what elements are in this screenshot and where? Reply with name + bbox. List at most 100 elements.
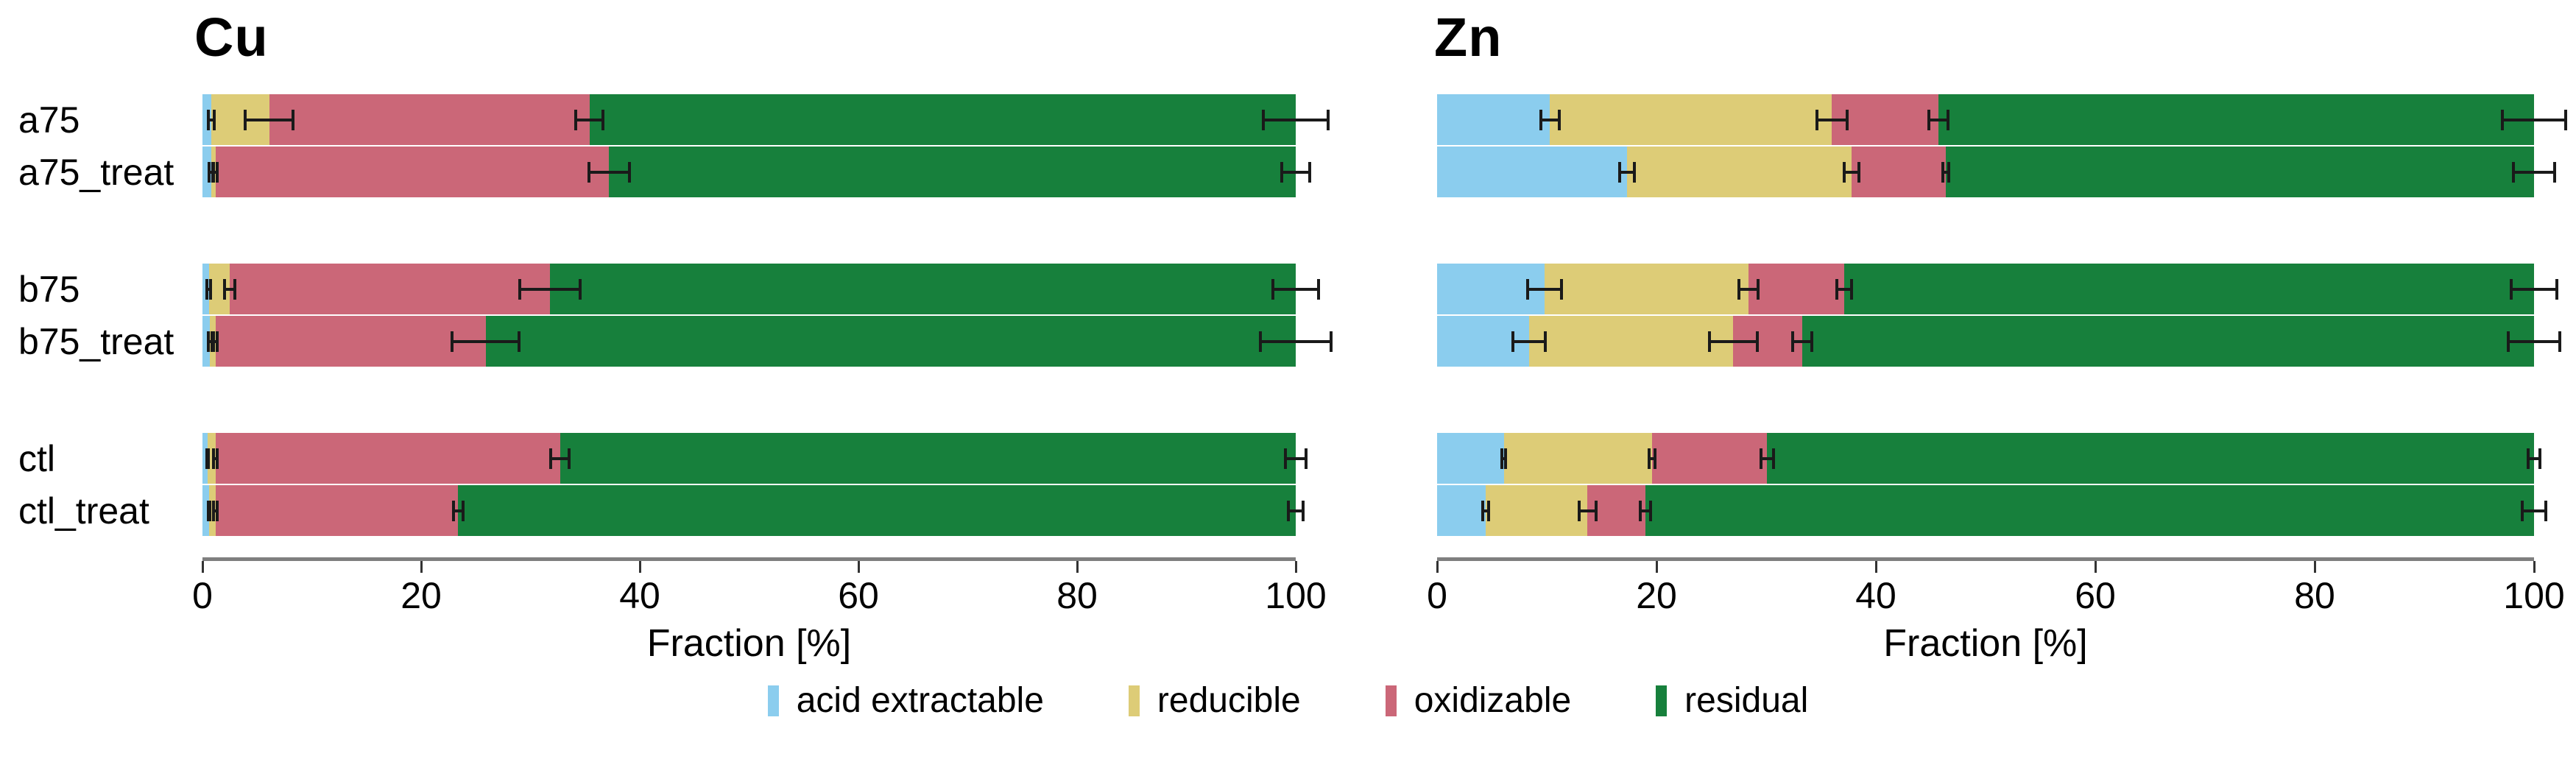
error-bar-line — [451, 509, 465, 512]
x-axis-tick-label: 80 — [1056, 575, 1098, 616]
error-bar-cap-left — [2526, 448, 2530, 469]
error-bar-cap-right — [216, 500, 219, 521]
error-bar-line — [1941, 170, 1951, 174]
error-bar-line — [2526, 456, 2542, 460]
error-bar-cap-right — [1327, 109, 1330, 130]
legend-item: reducible — [1128, 683, 1301, 719]
bar-segment-oxidizable — [215, 147, 610, 197]
error-bar-cap-left — [518, 278, 522, 300]
error-bar-line — [1271, 287, 1320, 291]
error-bar — [1287, 500, 1305, 521]
error-bar-cap-right — [216, 161, 219, 183]
error-bar-cap-right — [233, 278, 237, 300]
bar-row — [202, 147, 1311, 197]
error-bar-cap-left — [1835, 278, 1838, 300]
error-bar-cap-left — [1760, 448, 1763, 469]
error-bar-line — [1737, 287, 1760, 291]
bar-segments — [202, 485, 1296, 536]
error-bar-cap-left — [1639, 500, 1642, 521]
bar-segment-residual — [1843, 264, 2534, 314]
legend-swatch — [767, 685, 779, 716]
error-bar-line — [1258, 339, 1333, 343]
error-bar — [244, 109, 294, 130]
bar-segments — [202, 316, 1296, 367]
error-bar — [1639, 500, 1653, 521]
error-bar — [2526, 448, 2542, 469]
error-bar-cap-right — [291, 109, 294, 130]
error-bar-cap-left — [1708, 331, 1712, 352]
error-bar-line — [208, 170, 215, 174]
error-bar — [1539, 109, 1562, 130]
error-bar-cap-left — [223, 278, 227, 300]
legend-item: residual — [1656, 683, 1808, 719]
error-bar — [1927, 109, 1949, 130]
error-bar-cap-right — [1486, 500, 1490, 521]
error-bar-cap-left — [2512, 161, 2516, 183]
bar-segment-residual — [550, 264, 1296, 314]
error-bar-cap-left — [205, 278, 209, 300]
bar-segment-oxidizable — [215, 485, 459, 536]
error-bar — [1617, 161, 1636, 183]
error-bar — [1708, 331, 1759, 352]
error-bar-line — [518, 287, 582, 291]
error-bar — [206, 331, 214, 352]
bar-row — [1437, 485, 2547, 536]
bar-row — [1437, 147, 2556, 197]
error-bar — [451, 500, 465, 521]
error-bar — [1941, 161, 1951, 183]
error-bar-cap-right — [1560, 278, 1564, 300]
error-bar-cap-right — [210, 331, 214, 352]
x-axis-tick — [2533, 561, 2536, 573]
error-bar-cap-right — [2558, 331, 2562, 352]
error-bar-cap-left — [1271, 278, 1275, 300]
error-bar-cap-left — [208, 161, 211, 183]
error-bar-line — [1835, 287, 1853, 291]
bar-segment-oxidizable — [269, 94, 590, 145]
legend-item: acid extractable — [767, 681, 1044, 720]
bar-segment-residual — [589, 94, 1296, 145]
error-bar — [1843, 161, 1861, 183]
x-axis-tick-label: 40 — [1855, 575, 1896, 616]
legend-swatch — [1385, 685, 1397, 716]
error-bar-cap-left — [1941, 161, 1945, 183]
legend: acid extractable reducible oxidizable resid… — [0, 683, 2576, 719]
error-bar — [206, 500, 211, 521]
error-bar-cap-right — [216, 331, 219, 352]
bar-segment-residual — [1802, 316, 2534, 367]
error-bar-line — [574, 118, 605, 121]
error-bar-cap-left — [1927, 109, 1931, 130]
x-axis-tick-label: 100 — [1265, 575, 1327, 616]
error-bar — [1481, 500, 1490, 521]
legend-label: acid extractable — [796, 681, 1044, 720]
error-bar — [223, 278, 237, 300]
x-axis-tick — [2094, 561, 2097, 573]
error-bar-cap-right — [1857, 161, 1861, 183]
error-bar-cap-right — [2555, 278, 2558, 300]
x-axis-title: Fraction [%] — [1883, 622, 2088, 665]
error-bar-cap-left — [1511, 331, 1515, 352]
legend-swatch — [1128, 685, 1140, 716]
bar-segments — [202, 147, 1296, 197]
error-bar-cap-left — [1500, 448, 1504, 469]
bar-segment-residual — [485, 316, 1296, 367]
bar-segments — [1437, 316, 2534, 367]
error-bar-line — [212, 170, 219, 174]
error-bar-cap-right — [1316, 278, 1320, 300]
error-bar-cap-right — [1543, 331, 1547, 352]
x-axis-tick-label: 0 — [192, 575, 213, 616]
chart-title-cu: Cu — [194, 7, 269, 68]
error-bar-line — [223, 287, 237, 291]
error-bar-line — [205, 287, 213, 291]
error-bar-cap-right — [1632, 161, 1636, 183]
x-axis-tick — [1294, 561, 1297, 573]
error-bar — [212, 331, 219, 352]
error-bar-cap-left — [1737, 278, 1741, 300]
error-bar-cap-right — [462, 500, 465, 521]
x-axis-tick-label: 20 — [1636, 575, 1677, 616]
error-bar — [205, 278, 213, 300]
x-axis-tick — [2313, 561, 2316, 573]
error-bar-cap-right — [579, 278, 582, 300]
error-bar-line — [451, 339, 521, 343]
error-bar-line — [1639, 509, 1653, 512]
error-bar-cap-right — [1755, 331, 1759, 352]
